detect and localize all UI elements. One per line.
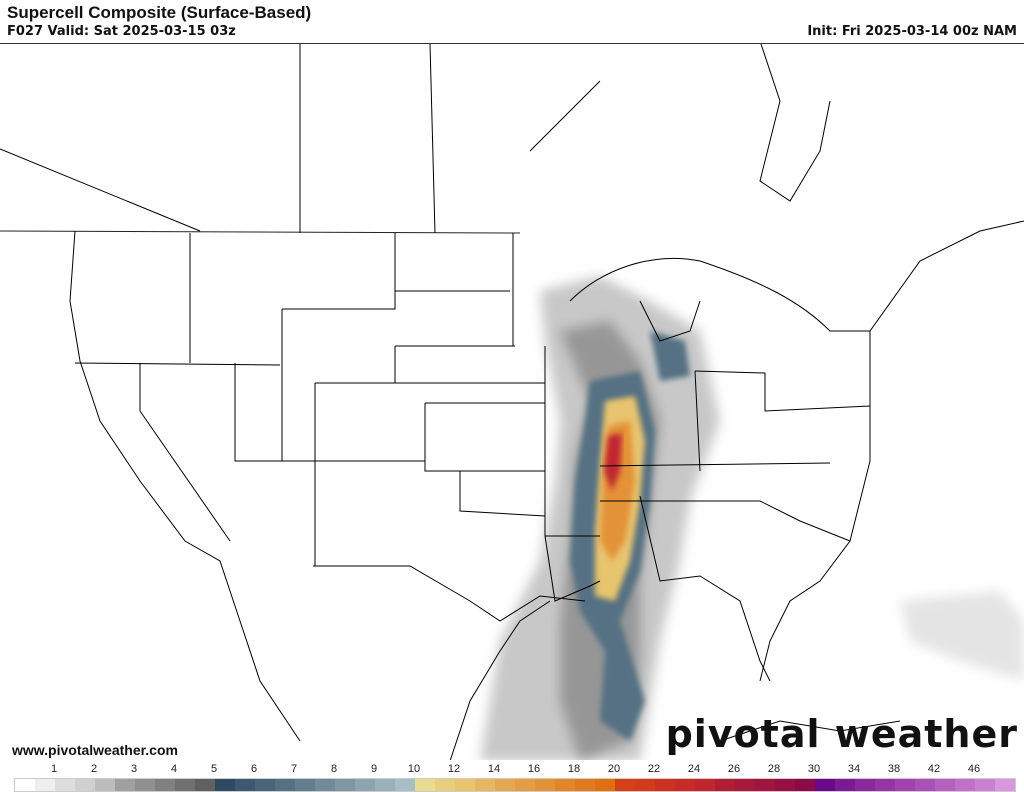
colorbar-cell bbox=[75, 779, 95, 791]
colorbar-cell bbox=[895, 779, 915, 791]
colorbar-label: 2 bbox=[90, 763, 98, 775]
watermark-url: www.pivotalweather.com bbox=[12, 742, 178, 758]
colorbar-label: 4 bbox=[170, 763, 178, 775]
colorbar-cell bbox=[355, 779, 375, 791]
colorbar-cell bbox=[335, 779, 355, 791]
colorbar-cell bbox=[455, 779, 475, 791]
colorbar-cells bbox=[14, 778, 1016, 792]
colorbar-cell bbox=[915, 779, 935, 791]
colorbar-label: 6 bbox=[250, 763, 258, 775]
colorbar-label: 46 bbox=[967, 763, 981, 775]
colorbar-cell bbox=[615, 779, 635, 791]
colorbar-cell bbox=[535, 779, 555, 791]
colorbar-label: 24 bbox=[687, 763, 701, 775]
colorbar-cell bbox=[175, 779, 195, 791]
colorbar: 1 2 3 4 5 6 7 8 9 10 12 14 16 18 20 22 24 26 28 30 34 38 42 46 bbox=[0, 760, 1024, 792]
colorbar-label: 22 bbox=[647, 763, 661, 775]
colorbar-label: 38 bbox=[887, 763, 901, 775]
colorbar-cell bbox=[155, 779, 175, 791]
colorbar-cell bbox=[695, 779, 715, 791]
colorbar-cell bbox=[235, 779, 255, 791]
colorbar-cell bbox=[375, 779, 395, 791]
colorbar-label: 20 bbox=[607, 763, 621, 775]
colorbar-cell bbox=[95, 779, 115, 791]
colorbar-cell bbox=[955, 779, 975, 791]
colorbar-cell bbox=[135, 779, 155, 791]
colorbar-label: 18 bbox=[567, 763, 581, 775]
colorbar-cell bbox=[775, 779, 795, 791]
colorbar-label: 12 bbox=[447, 763, 461, 775]
colorbar-cell bbox=[295, 779, 315, 791]
colorbar-cell bbox=[495, 779, 515, 791]
colorbar-cell bbox=[855, 779, 875, 791]
colorbar-labels: 1 2 3 4 5 6 7 8 9 10 12 14 16 18 20 22 24 26 28 30 34 38 42 46 bbox=[0, 763, 1024, 777]
colorbar-label: 3 bbox=[130, 763, 138, 775]
boundaries bbox=[0, 44, 1024, 761]
colorbar-cell bbox=[475, 779, 495, 791]
colorbar-cell bbox=[975, 779, 995, 791]
colorbar-cell bbox=[595, 779, 615, 791]
colorbar-label: 5 bbox=[210, 763, 218, 775]
colorbar-cell bbox=[555, 779, 575, 791]
map-svg bbox=[0, 44, 1024, 761]
colorbar-cell bbox=[575, 779, 595, 791]
scp-field bbox=[480, 276, 1024, 761]
colorbar-cell bbox=[815, 779, 835, 791]
colorbar-cell bbox=[715, 779, 735, 791]
colorbar-cell bbox=[215, 779, 235, 791]
colorbar-cell bbox=[115, 779, 135, 791]
colorbar-cell bbox=[435, 779, 455, 791]
pivotal-weather-logo: pivotal weather bbox=[665, 712, 1018, 756]
colorbar-cell bbox=[195, 779, 215, 791]
colorbar-label: 10 bbox=[407, 763, 421, 775]
colorbar-cell bbox=[255, 779, 275, 791]
colorbar-cell bbox=[315, 779, 335, 791]
colorbar-cell bbox=[515, 779, 535, 791]
colorbar-cell bbox=[55, 779, 75, 791]
colorbar-label: 28 bbox=[767, 763, 781, 775]
weather-map bbox=[0, 43, 1024, 762]
colorbar-label: 16 bbox=[527, 763, 541, 775]
colorbar-label: 30 bbox=[807, 763, 821, 775]
colorbar-label: 42 bbox=[927, 763, 941, 775]
colorbar-cell bbox=[755, 779, 775, 791]
map-title: Supercell Composite (Surface-Based) bbox=[7, 3, 312, 22]
colorbar-cell bbox=[675, 779, 695, 791]
colorbar-label: 14 bbox=[487, 763, 501, 775]
valid-time: F027 Valid: Sat 2025-03-15 03z bbox=[7, 24, 236, 39]
colorbar-cell bbox=[35, 779, 55, 791]
header: Supercell Composite (Surface-Based) F027… bbox=[0, 0, 1024, 43]
colorbar-cell bbox=[415, 779, 435, 791]
colorbar-cell bbox=[395, 779, 415, 791]
colorbar-cell bbox=[935, 779, 955, 791]
colorbar-cell bbox=[275, 779, 295, 791]
colorbar-label: 1 bbox=[50, 763, 58, 775]
colorbar-label: 26 bbox=[727, 763, 741, 775]
colorbar-cell bbox=[875, 779, 895, 791]
colorbar-cell bbox=[655, 779, 675, 791]
colorbar-label: 9 bbox=[370, 763, 378, 775]
colorbar-cell bbox=[795, 779, 815, 791]
colorbar-label: 34 bbox=[847, 763, 861, 775]
colorbar-cell bbox=[735, 779, 755, 791]
colorbar-cell bbox=[835, 779, 855, 791]
colorbar-label: 8 bbox=[330, 763, 338, 775]
colorbar-cell bbox=[15, 779, 35, 791]
init-time: Init: Fri 2025-03-14 00z NAM bbox=[807, 24, 1017, 39]
colorbar-label: 7 bbox=[290, 763, 298, 775]
colorbar-cell bbox=[635, 779, 655, 791]
colorbar-cell bbox=[995, 779, 1015, 791]
